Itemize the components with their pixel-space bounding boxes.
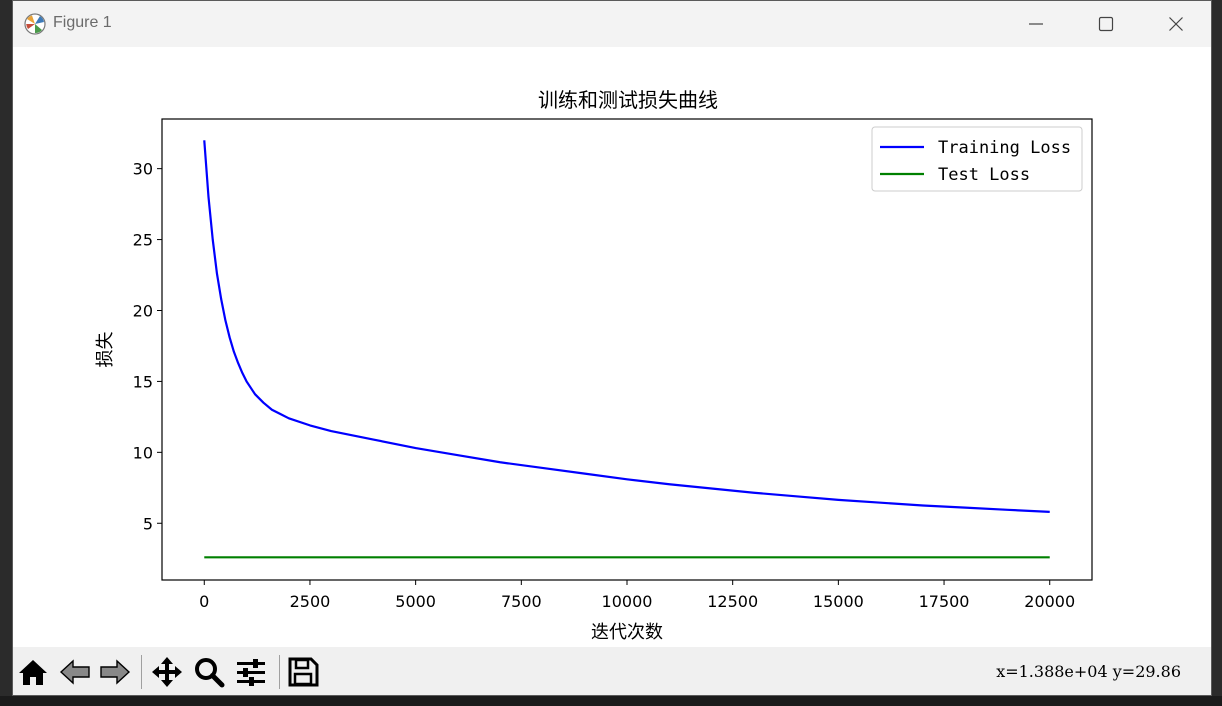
legend[interactable]: Training Loss Test Loss xyxy=(871,126,1083,192)
y-tick-label: 5 xyxy=(143,514,153,533)
minimize-button[interactable] xyxy=(1001,1,1071,47)
back-icon xyxy=(59,659,90,685)
pan-button[interactable] xyxy=(149,656,185,688)
desktop-background-right xyxy=(1212,0,1222,706)
maximize-icon xyxy=(1098,16,1114,32)
close-button[interactable] xyxy=(1141,1,1211,47)
y-axis-label: 损失 xyxy=(95,332,116,368)
desktop-background-bottom xyxy=(0,696,1222,706)
toolbar-separator xyxy=(279,655,280,689)
forward-button[interactable] xyxy=(97,656,133,688)
legend-box xyxy=(871,126,1083,192)
y-tick-label: 20 xyxy=(133,301,153,320)
window-title: Figure 1 xyxy=(53,14,112,31)
matplotlib-app-icon xyxy=(24,13,46,35)
figure-window: Figure 1 训练和测试损失曲线 0 2500 5000 7500 10000 125… xyxy=(12,0,1212,696)
x-tick-label: 10000 xyxy=(602,592,653,611)
x-tick-label: 17500 xyxy=(919,592,970,611)
loss-chart[interactable]: 训练和测试损失曲线 0 2500 5000 7500 10000 12500 15000 17… xyxy=(13,47,1211,647)
pan-icon xyxy=(152,657,182,687)
chart-title: 训练和测试损失曲线 xyxy=(538,88,718,112)
zoom-button[interactable] xyxy=(191,656,227,688)
zoom-icon xyxy=(195,658,225,688)
close-icon xyxy=(1169,17,1183,31)
forward-icon xyxy=(100,659,131,685)
legend-label-training: Training Loss xyxy=(938,138,1071,158)
home-icon xyxy=(19,660,47,685)
back-button[interactable] xyxy=(57,656,93,688)
x-axis-label: 迭代次数 xyxy=(591,622,663,643)
series-group xyxy=(203,140,1050,559)
save-icon xyxy=(288,657,319,687)
y-tick-label: 15 xyxy=(133,372,153,391)
y-tick-label: 10 xyxy=(133,443,153,462)
home-button[interactable] xyxy=(15,656,51,688)
maximize-button[interactable] xyxy=(1071,1,1141,47)
series-line-training-loss xyxy=(203,140,1050,514)
x-tick-label: 5000 xyxy=(395,592,436,611)
y-axis-ticks: 5 10 15 20 25 30 xyxy=(133,160,162,533)
figure-canvas[interactable]: 训练和测试损失曲线 0 2500 5000 7500 10000 12500 15000 17… xyxy=(13,47,1211,647)
y-tick-label: 30 xyxy=(133,160,153,179)
x-tick-label: 7500 xyxy=(501,592,542,611)
x-tick-label: 12500 xyxy=(707,592,758,611)
x-tick-label: 15000 xyxy=(813,592,864,611)
title-bar[interactable]: Figure 1 xyxy=(13,1,1211,47)
x-tick-label: 20000 xyxy=(1024,592,1075,611)
cursor-coordinates: x=1.388e+04 y=29.86 xyxy=(996,662,1181,681)
desktop-background-left xyxy=(0,0,12,706)
toolbar-separator xyxy=(141,655,142,689)
save-button[interactable] xyxy=(285,656,321,688)
x-tick-label: 0 xyxy=(199,592,209,611)
x-axis-ticks: 0 2500 5000 7500 10000 12500 15000 17500 20000 xyxy=(199,580,1075,611)
navigation-toolbar: x=1.388e+04 y=29.86 xyxy=(13,647,1211,695)
y-tick-label: 25 xyxy=(133,231,153,250)
configure-subplots-icon xyxy=(237,659,265,686)
minimize-icon xyxy=(1029,23,1043,25)
legend-label-test: Test Loss xyxy=(938,165,1030,185)
x-tick-label: 2500 xyxy=(290,592,331,611)
configure-subplots-button[interactable] xyxy=(233,656,269,688)
